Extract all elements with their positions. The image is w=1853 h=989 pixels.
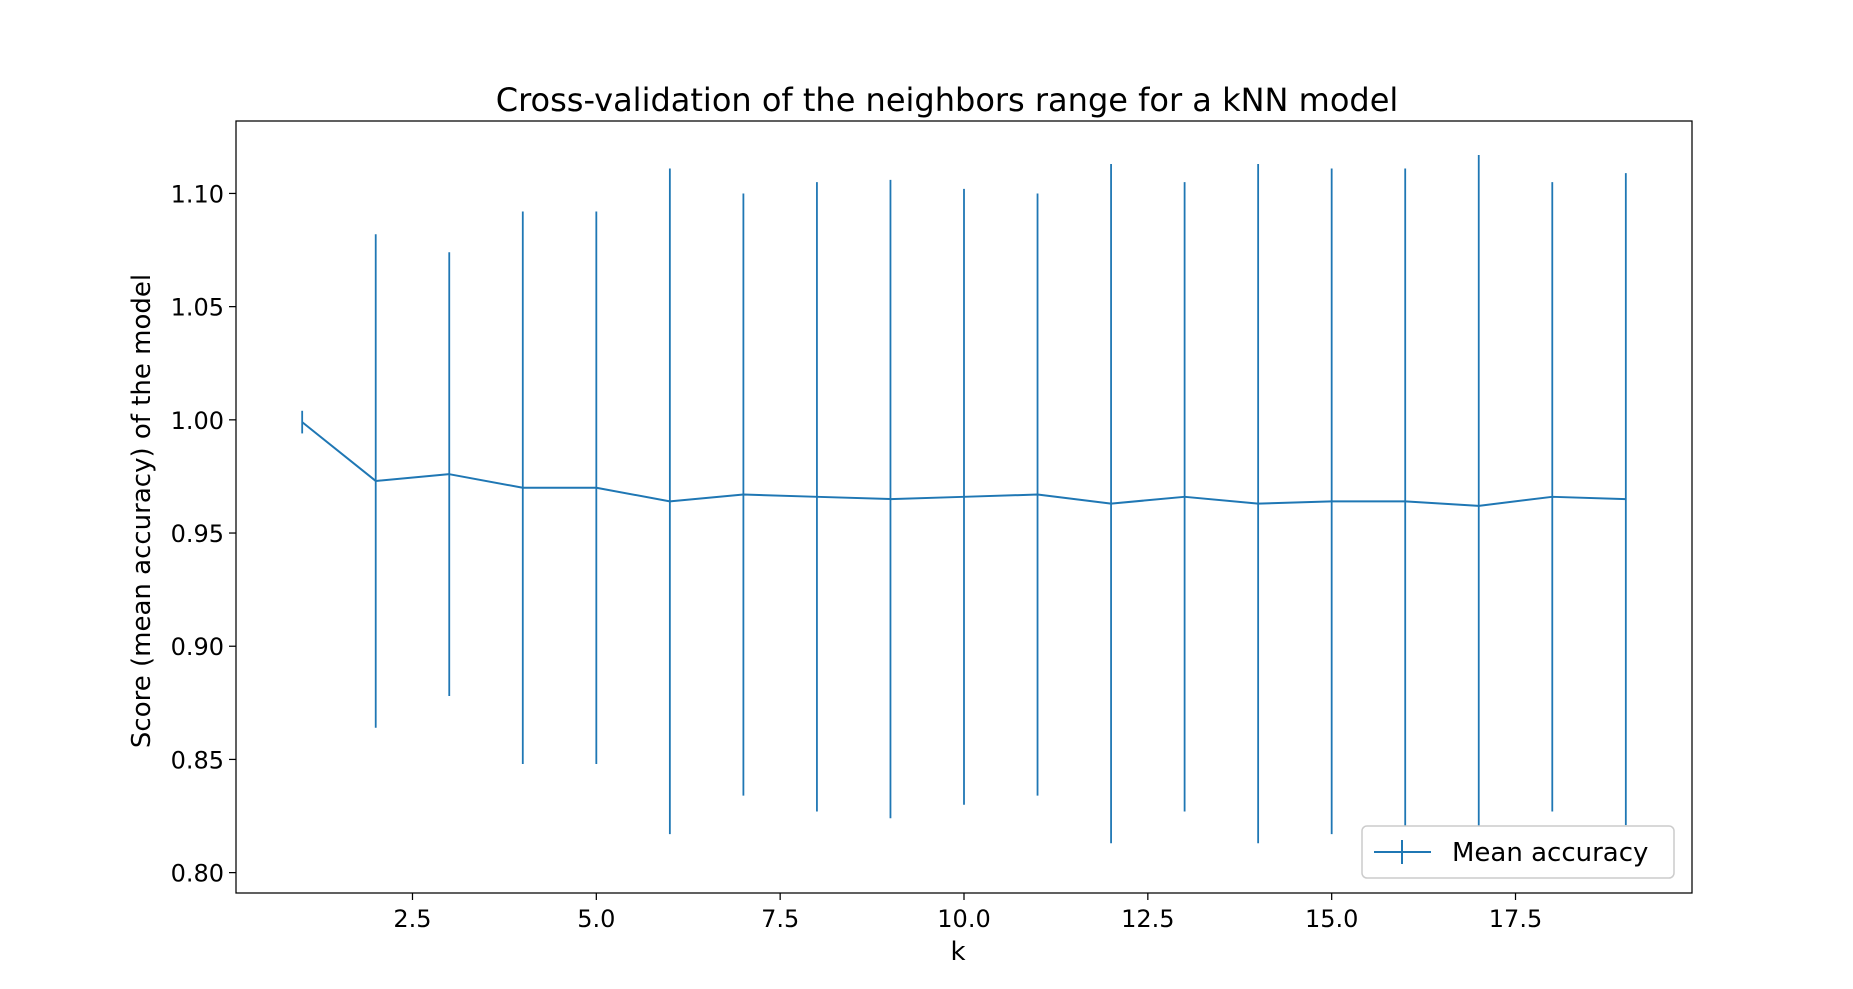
x-tick-label: 7.5 xyxy=(761,905,799,933)
legend: Mean accuracy xyxy=(1361,825,1675,879)
legend-label-mean-accuracy: Mean accuracy xyxy=(1452,838,1648,868)
y-tick-label: 0.95 xyxy=(171,520,224,548)
chart-title: Cross-validation of the neighbors range … xyxy=(496,81,1399,119)
x-tick-label: 10.0 xyxy=(937,905,990,933)
y-tick-label: 0.80 xyxy=(171,860,224,888)
x-tick-label: 15.0 xyxy=(1305,905,1358,933)
y-tick-label: 0.85 xyxy=(171,746,224,774)
x-axis-label: k xyxy=(950,937,965,967)
series-line-mean-accuracy xyxy=(301,421,1626,507)
y-axis-label: Score (mean accuracy) of the model xyxy=(127,274,157,748)
y-tick-label: 0.90 xyxy=(171,633,224,661)
legend-box xyxy=(1361,825,1675,879)
x-tick-label: 2.5 xyxy=(393,905,431,933)
x-tick-label: 5.0 xyxy=(577,905,615,933)
y-tick-label: 1.00 xyxy=(171,407,224,435)
x-axis: 2.5 5.0 7.5 10.0 12.5 15.0 17.5 xyxy=(393,893,1542,933)
x-tick-label: 12.5 xyxy=(1121,905,1174,933)
y-tick-label: 1.05 xyxy=(171,294,224,322)
y-tick-label: 1.10 xyxy=(171,180,224,208)
y-axis: 0.80 0.85 0.90 0.95 1.00 1.05 1.10 xyxy=(171,180,236,888)
x-tick-label: 17.5 xyxy=(1489,905,1542,933)
series-line-layer xyxy=(301,421,1626,507)
